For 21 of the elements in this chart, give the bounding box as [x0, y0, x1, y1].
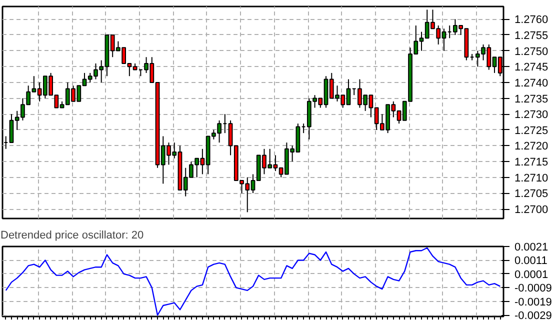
- y-tick-label: 1.2760: [514, 14, 548, 26]
- y-tick-label: -0.0009: [514, 282, 552, 295]
- y-tick-label: 0.0011: [514, 255, 548, 268]
- y-tick-label: 1.2710: [514, 172, 548, 184]
- y-tick-label: 1.2730: [514, 109, 548, 122]
- chart-title: Detrended price oscillator: 20: [0, 230, 144, 242]
- y-tick-label: 1.2745: [514, 62, 548, 74]
- y-tick-label: -0.0029: [514, 310, 552, 320]
- y-tick-label: 1.2740: [514, 77, 548, 90]
- y-tick-label: 1.2755: [514, 30, 548, 42]
- y-tick-label: 0.0021: [514, 242, 548, 254]
- line-series: [5, 247, 501, 316]
- y-tick-label: 1.2715: [514, 156, 548, 169]
- y-tick-label: 1.2700: [514, 204, 548, 216]
- y-tick-label: 1.2735: [514, 93, 548, 106]
- y-tick-label: 1.2750: [514, 46, 548, 58]
- y-tick-label: 1.2725: [514, 124, 548, 137]
- y-tick-label: 1.2705: [514, 188, 548, 200]
- y-tick-label: 1.2720: [514, 140, 548, 153]
- y-tick-label: 0.0001: [514, 268, 548, 281]
- y-tick-label: -0.0019: [514, 296, 552, 308]
